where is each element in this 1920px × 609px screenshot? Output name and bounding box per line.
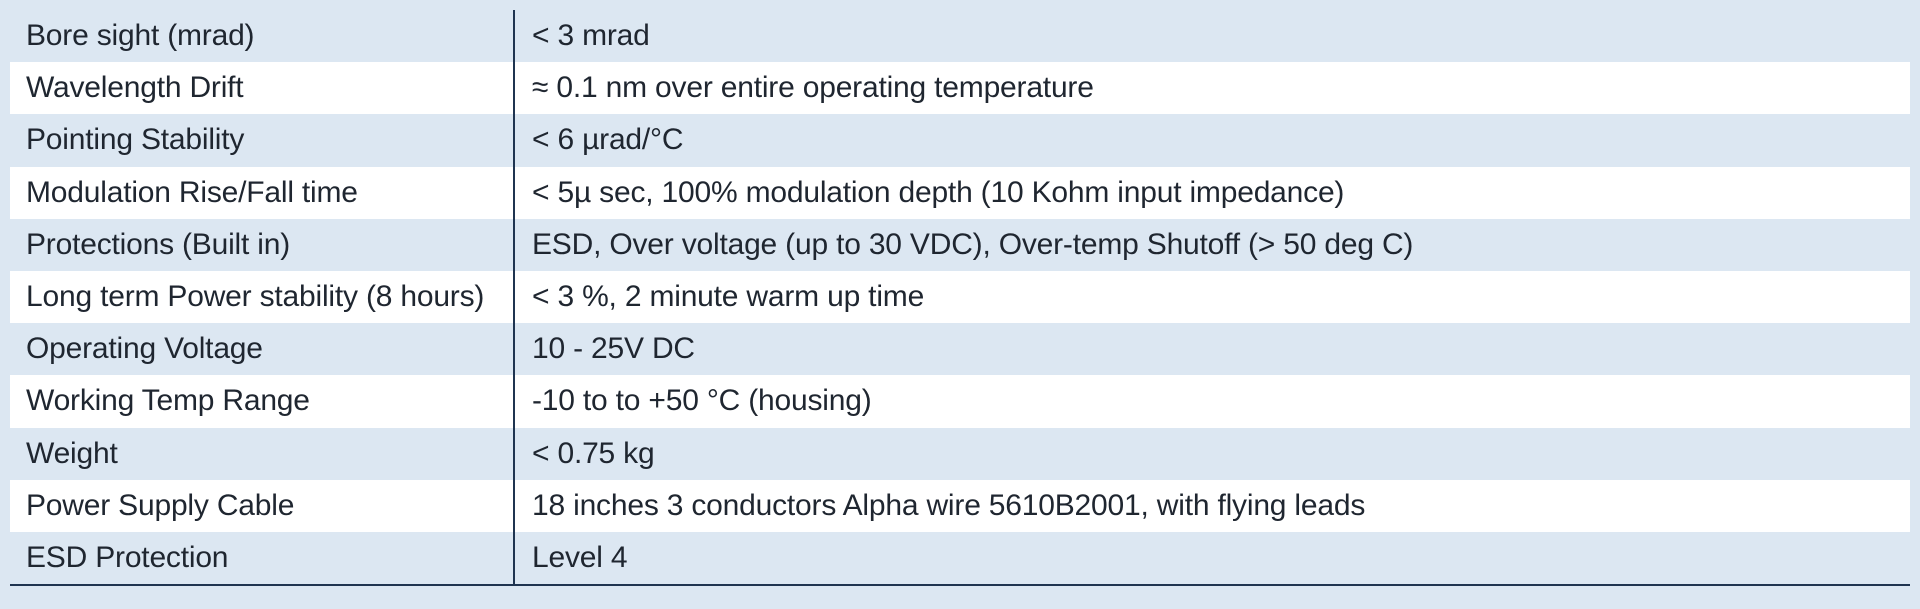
spec-label: Working Temp Range	[10, 375, 515, 428]
spec-row-protections: Protections (Built in) ESD, Over voltage…	[10, 218, 1910, 271]
spec-label: Operating Voltage	[10, 323, 515, 376]
spec-label: Weight	[10, 427, 515, 480]
spec-row-wavelength-drift: Wavelength Drift ≈ 0.1 nm over entire op…	[10, 62, 1910, 115]
spec-row-power-supply-cable: Power Supply Cable 18 inches 3 conductor…	[10, 479, 1910, 532]
spec-row-power-stability: Long term Power stability (8 hours) < 3 …	[10, 270, 1910, 324]
spec-value: < 3 mrad	[532, 19, 650, 53]
spec-label: Wavelength Drift	[10, 62, 515, 115]
spec-row-weight: Weight < 0.75 kg	[10, 427, 1910, 480]
spec-label: Pointing Stability	[10, 114, 515, 167]
spec-value: < 0.75 kg	[532, 436, 655, 470]
spec-value: < 6 µrad/°C	[532, 123, 684, 157]
spec-value: 18 inches 3 conductors Alpha wire 5610B2…	[532, 488, 1366, 522]
spec-label: Modulation Rise/Fall time	[10, 166, 515, 219]
spec-value: < 5µ sec, 100% modulation depth (10 Kohm…	[532, 175, 1345, 209]
spec-row-operating-voltage: Operating Voltage 10 - 25V DC	[10, 323, 1910, 376]
spec-value: ESD, Over voltage (up to 30 VDC), Over-t…	[532, 227, 1414, 261]
spec-value: < 3 %, 2 minute warm up time	[532, 280, 925, 314]
spec-label: Protections (Built in)	[10, 218, 515, 271]
spec-row-esd-protection: ESD Protection Level 4	[10, 531, 1910, 585]
spec-table: Bore sight (mrad) < 3 mrad Wavelength Dr…	[10, 10, 1910, 587]
spec-row-modulation-rise-fall: Modulation Rise/Fall time < 5µ sec, 100%…	[10, 166, 1910, 219]
spec-label: ESD Protection	[10, 531, 515, 585]
spec-label: Long term Power stability (8 hours)	[10, 270, 515, 324]
spec-row-working-temp: Working Temp Range -10 to to +50 °C (hou…	[10, 375, 1910, 428]
spec-row-bore-sight: Bore sight (mrad) < 3 mrad	[10, 10, 1910, 63]
spec-value: Level 4	[532, 540, 628, 574]
spec-value: -10 to to +50 °C (housing)	[532, 384, 872, 418]
spec-value: ≈ 0.1 nm over entire operating temperatu…	[532, 71, 1094, 105]
spec-row-pointing-stability: Pointing Stability < 6 µrad/°C	[10, 114, 1910, 167]
spec-value: 10 - 25V DC	[532, 332, 695, 366]
spec-label: Power Supply Cable	[10, 479, 515, 532]
spec-label: Bore sight (mrad)	[10, 10, 515, 63]
